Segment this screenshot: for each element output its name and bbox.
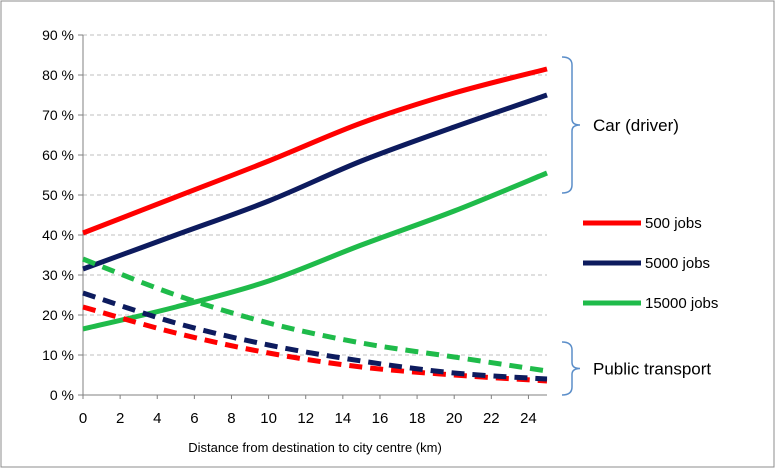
public-transport-label: Public transport — [593, 360, 711, 379]
car-brace — [561, 56, 581, 194]
series-lines — [82, 66, 548, 384]
legend-label: 15000 jobs — [645, 295, 718, 312]
x-tick-label: 8 — [227, 410, 235, 427]
x-tick-label: 2 — [116, 410, 124, 427]
annotations: Car (driver) Public transport — [561, 56, 711, 396]
series-line-public-transport-15000-jobs — [82, 256, 548, 374]
y-tick-label: 80 % — [42, 67, 74, 83]
y-tick-label: 70 % — [42, 107, 74, 123]
series-line-car-5000-jobs — [82, 92, 548, 272]
x-tick-label: 20 — [446, 410, 463, 427]
series-line-car-15000-jobs — [82, 170, 548, 332]
y-tick-label: 40 % — [42, 227, 74, 243]
y-tick-label: 0 % — [50, 387, 74, 403]
x-tick-label: 0 — [79, 410, 87, 427]
legend-label: 500 jobs — [645, 215, 702, 232]
y-tick-label: 20 % — [42, 307, 74, 323]
x-tick-label: 6 — [190, 410, 198, 427]
public-transport-brace — [561, 341, 581, 396]
y-tick-label: 60 % — [42, 147, 74, 163]
x-tick-label: 22 — [483, 410, 500, 427]
x-tick-label: 10 — [260, 410, 277, 427]
series-line-car-500-jobs — [82, 66, 548, 236]
x-tick-label: 18 — [409, 410, 426, 427]
x-tick-label: 16 — [372, 410, 389, 427]
legend-label: 5000 jobs — [645, 255, 710, 272]
series-line-public-transport-5000-jobs — [82, 290, 548, 382]
x-tick-label: 12 — [297, 410, 314, 427]
x-tick-label: 14 — [334, 410, 351, 427]
y-tick-label: 30 % — [42, 267, 74, 283]
legend: 500 jobs 5000 jobs 15000 jobs — [583, 215, 718, 312]
x-axis-title: Distance from destination to city centre… — [188, 440, 442, 455]
y-tick-label: 10 % — [42, 347, 74, 363]
x-tick-label: 24 — [520, 410, 537, 427]
x-tick-label: 4 — [153, 410, 161, 427]
gridlines — [83, 34, 547, 356]
car-driver-label: Car (driver) — [593, 116, 679, 135]
y-tick-label: 90 % — [42, 27, 74, 43]
axes: 0 % 10 % 20 % 30 % 40 % 50 % 60 % 70 % 80 % 90 % 0… — [42, 27, 547, 427]
y-tick-label: 50 % — [42, 187, 74, 203]
